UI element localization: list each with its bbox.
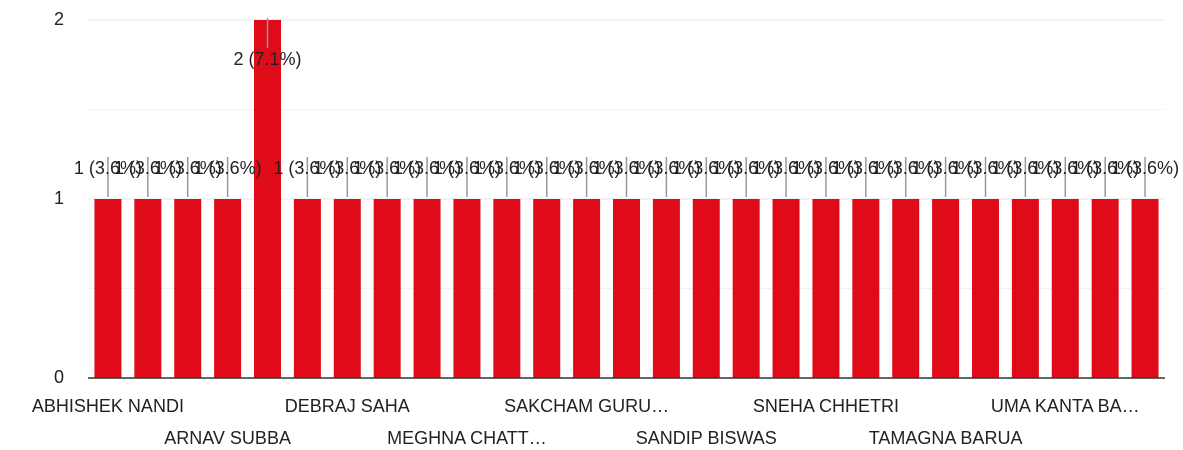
bar	[174, 199, 202, 378]
data-label: 1 (3.6%)	[592, 158, 660, 178]
data-label: 2 (7.1%)	[233, 49, 301, 69]
data-label: 1 (3.6%)	[114, 158, 182, 178]
data-label: 1 (3.6%)	[74, 158, 142, 178]
bar	[1051, 199, 1079, 378]
y-tick-label: 0	[54, 367, 64, 387]
x-tick-label: SNEHA CHHETRI	[753, 396, 899, 416]
bar	[852, 199, 880, 378]
bar	[732, 199, 760, 378]
bar	[1091, 199, 1119, 378]
data-label: 1 (3.6%)	[632, 158, 700, 178]
data-label: 1 (3.6%)	[991, 158, 1059, 178]
data-label: 1 (3.6%)	[752, 158, 820, 178]
bar	[373, 199, 401, 378]
data-label: 1 (3.6%)	[872, 158, 940, 178]
y-tick-label: 2	[54, 9, 64, 29]
x-tick-label: ARNAV SUBBA	[164, 428, 291, 448]
data-label: 1 (3.6%)	[672, 158, 740, 178]
data-label: 1 (3.6%)	[1031, 158, 1099, 178]
bar	[932, 199, 960, 378]
data-label: 1 (3.6%)	[1071, 158, 1139, 178]
bar	[892, 199, 920, 378]
bar	[613, 199, 640, 378]
bar	[772, 199, 800, 378]
bar	[293, 199, 321, 378]
bar	[413, 199, 441, 378]
data-label: 1 (3.6%)	[273, 158, 341, 178]
data-label: 1 (3.6%)	[433, 158, 501, 178]
x-tick-label: SAKCHAM GURU…	[504, 396, 669, 416]
data-label: 1 (3.6%)	[951, 158, 1019, 178]
data-label: 1 (3.6%)	[832, 158, 900, 178]
x-tick-label: ABHISHEK NANDI	[32, 396, 184, 416]
bar	[453, 199, 481, 378]
bar	[254, 20, 281, 378]
x-tick-label: UMA KANTA BA…	[991, 396, 1140, 416]
bar	[1011, 199, 1039, 378]
data-label: 1 (3.6%)	[1111, 158, 1179, 178]
bar	[214, 199, 242, 378]
bar	[94, 199, 122, 378]
bar	[652, 199, 680, 378]
bar	[812, 199, 840, 378]
bar	[692, 199, 720, 378]
y-tick-label: 1	[54, 188, 64, 208]
bar	[134, 199, 162, 378]
bar	[333, 199, 361, 378]
bar	[972, 199, 999, 378]
data-label: 1 (3.6%)	[712, 158, 780, 178]
data-label: 1 (3.6%)	[353, 158, 421, 178]
x-tick-label: SANDIP BISWAS	[636, 428, 777, 448]
data-label: 1 (3.6%)	[792, 158, 860, 178]
x-tick-label: MEGHNA CHATT…	[387, 428, 547, 448]
bar	[493, 199, 521, 378]
data-label: 1 (3.6%)	[154, 158, 222, 178]
data-label: 1 (3.6%)	[393, 158, 461, 178]
data-label: 1 (3.6%)	[313, 158, 381, 178]
data-label: 1 (3.6%)	[513, 158, 581, 178]
data-label: 1 (3.6%)	[473, 158, 541, 178]
x-tick-label: DEBRAJ SAHA	[285, 396, 410, 416]
bar	[1131, 199, 1159, 378]
data-label: 1 (3.6%)	[553, 158, 621, 178]
data-label: 1 (3.6%)	[912, 158, 980, 178]
bar	[573, 199, 601, 378]
data-label: 1 (3.6%)	[194, 158, 262, 178]
x-tick-label: TAMAGNA BARUA	[869, 428, 1023, 448]
bar	[533, 199, 561, 378]
